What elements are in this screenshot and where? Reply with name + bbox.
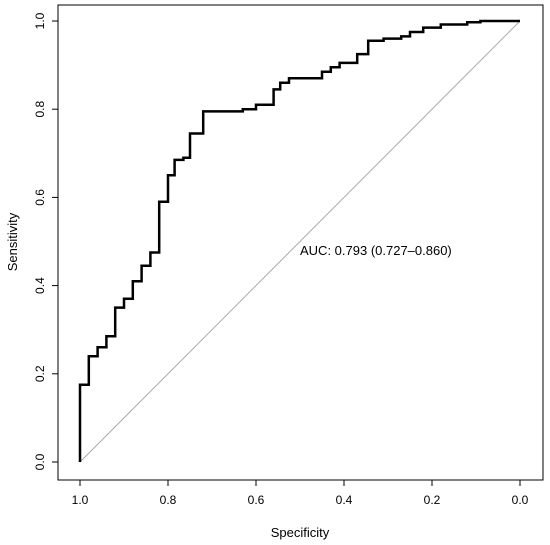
x-tick-label-1: 0.8 [160, 493, 177, 507]
x-tick-label-3: 0.4 [336, 493, 353, 507]
x-tick-label-5: 0.0 [512, 493, 529, 507]
y-tick-label-3: 0.6 [33, 189, 47, 206]
plot-frame [57, 4, 544, 481]
x-tick-label-4: 0.2 [424, 493, 441, 507]
reference-diagonal [79, 20, 521, 463]
y-tick-label-4: 0.8 [33, 101, 47, 118]
roc-curve [78, 19, 520, 462]
y-tick-label-5: 1.0 [33, 12, 47, 29]
y-tick-label-0: 0.0 [33, 453, 47, 470]
y-tick-label-1: 0.2 [33, 365, 47, 382]
y-tick-label-2: 0.4 [33, 277, 47, 294]
x-axis-title: Specificity [271, 525, 330, 540]
auc-annotation: AUC: 0.793 (0.727–0.860) [300, 243, 452, 258]
x-tick-label-0: 1.0 [72, 493, 89, 507]
x-tick-label-2: 0.6 [248, 493, 265, 507]
y-axis-title: Sensitivity [5, 212, 20, 271]
